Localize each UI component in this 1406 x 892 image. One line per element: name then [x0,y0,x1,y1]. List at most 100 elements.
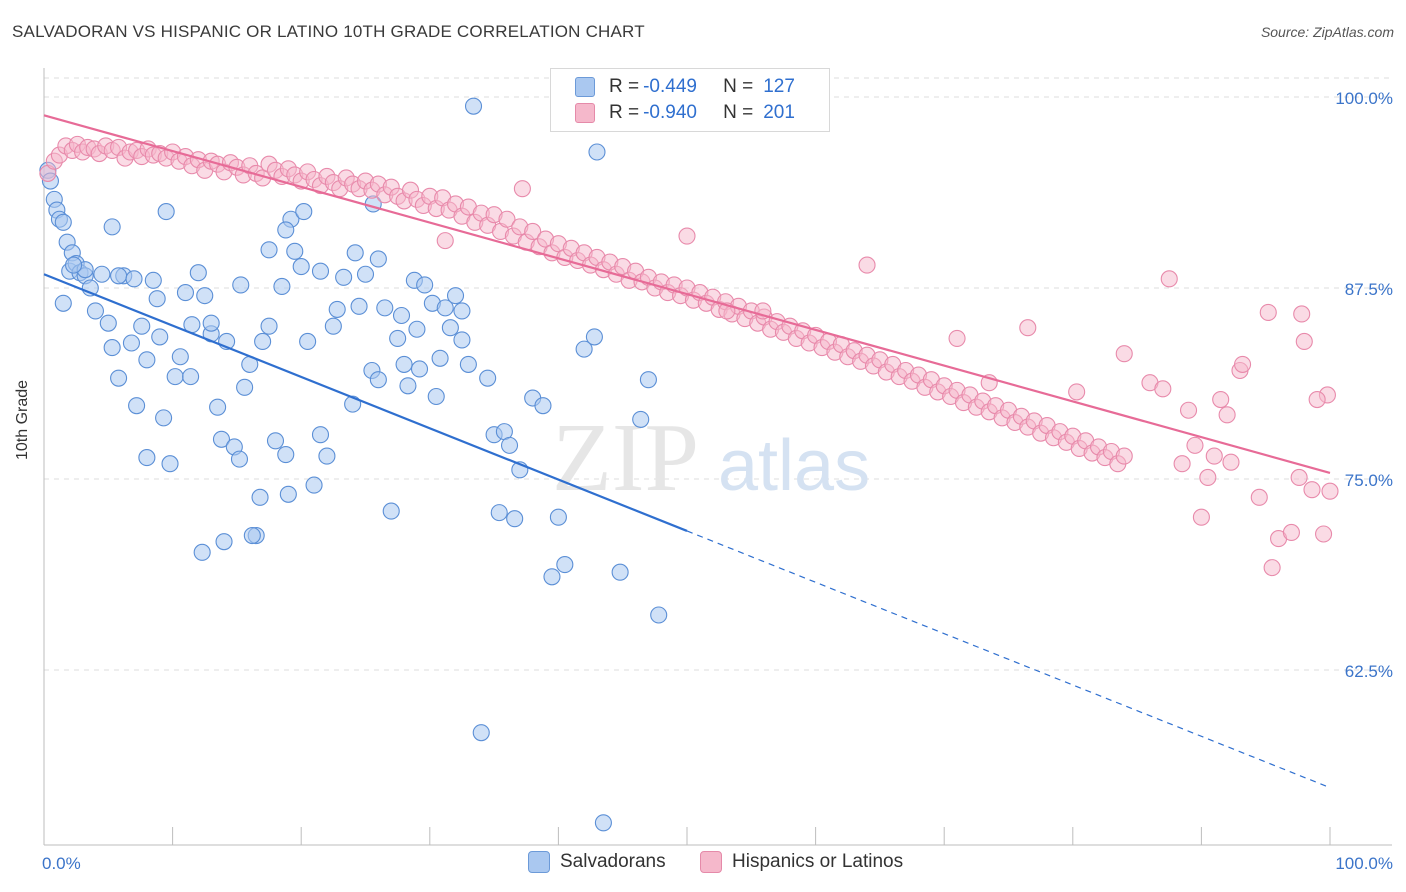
legend-n-label: N = [723,76,754,97]
point-salvadorans-111 [453,331,471,349]
point-hispanics-179 [1068,383,1086,401]
legend-row-salvadorans: R = -0.449 N = 127 [575,75,795,99]
point-salvadorans-117 [232,276,250,294]
axes [43,68,1392,846]
y-tick-label: 100.0% [1335,89,1393,108]
point-salvadorans-78 [472,724,490,742]
point-hispanics-175 [858,256,876,274]
point-salvadorans-43 [260,241,278,259]
point-salvadorans-105 [311,262,330,280]
point-hispanics-178 [1019,319,1037,337]
point-salvadorans-120 [588,143,606,161]
point-salvadorans-114 [157,203,175,221]
point-hispanics-195 [1321,482,1339,500]
point-salvadorans-101 [215,533,233,551]
legend-r-label: R = [609,102,640,123]
point-salvadorans-106 [346,244,364,262]
point-hispanics-205 [1186,436,1204,454]
point-salvadorans-19 [122,334,140,352]
point-hispanics-185 [1212,390,1230,409]
point-salvadorans-123 [110,267,128,285]
point-salvadorans-103 [277,221,295,239]
point-hispanics-194 [1315,525,1333,543]
point-hispanics-180 [1115,345,1133,363]
point-salvadorans-51 [305,476,323,494]
point-hispanics-200 [1259,303,1277,321]
legend-row-hispanics: R = -0.940 N = 201 [575,101,795,125]
series-salvadorans-points [39,97,668,832]
point-salvadorans-79 [479,369,497,387]
point-salvadorans-52 [311,426,330,444]
point-salvadorans-56 [335,268,353,286]
point-salvadorans-112 [279,485,297,503]
point-salvadorans-34 [209,398,227,416]
point-salvadorans-93 [611,563,629,581]
point-salvadorans-22 [138,449,156,467]
point-salvadorans-16 [103,339,121,357]
point-salvadorans-58 [350,297,368,315]
point-salvadorans-110 [427,387,445,406]
point-hispanics-176 [948,329,966,347]
point-salvadorans-83 [500,436,519,454]
point-hispanics-204 [1199,468,1217,487]
tick-labels: 100.0% 87.5% 75.0% 62.5% 0.0% 100.0% [42,89,1393,873]
legend-swatch-pink [575,103,595,123]
bottom-legend-label-salvadorans: Salvadorans [560,851,666,872]
point-salvadorans-91 [585,328,603,346]
point-hispanics-198 [1295,332,1313,351]
point-salvadorans-92 [594,814,612,832]
point-salvadorans-102 [243,526,261,545]
point-hispanics-191 [1282,523,1300,542]
bottom-legend-swatch-pink [700,851,722,873]
point-salvadorans-49 [292,258,310,276]
source-credit: Source: ZipAtlas.com [1260,24,1394,40]
point-salvadorans-20 [128,397,146,415]
point-salvadorans-66 [399,377,417,395]
point-salvadorans-68 [410,360,429,378]
legend-n-value: 127 [763,76,795,97]
point-salvadorans-38 [230,450,249,468]
point-salvadorans-89 [556,556,574,574]
bottom-legend-salvadorans: Salvadorans [528,851,666,873]
point-salvadorans-32 [196,287,214,305]
point-salvadorans-115 [182,368,200,386]
point-salvadorans-95 [639,371,657,389]
point-hispanics-169 [1115,447,1133,465]
point-salvadorans-17 [110,369,128,387]
point-salvadorans-125 [148,290,166,308]
point-salvadorans-122 [65,256,83,274]
point-salvadorans-48 [286,242,304,260]
point-salvadorans-107 [369,250,387,268]
y-tick-label: 87.5% [1345,280,1393,299]
point-salvadorans-61 [369,371,387,389]
point-salvadorans-73 [441,319,459,337]
point-salvadorans-116 [202,314,220,332]
point-hispanics-193 [1303,481,1321,499]
point-salvadorans-90 [575,340,593,358]
point-salvadorans-77 [464,97,483,115]
point-hispanics-184 [1192,508,1210,526]
watermark-atlas: atlas [718,426,870,506]
point-salvadorans-108 [392,306,411,325]
point-hispanics-172 [678,227,696,245]
point-salvadorans-46 [277,446,295,464]
point-hispanics-203 [1205,447,1223,465]
point-hispanics-207 [1154,380,1172,398]
point-salvadorans-45 [273,277,291,296]
legend-n-value: 201 [763,102,795,123]
legend-swatch-blue [575,77,595,97]
legend-r-value: -0.940 [643,102,697,123]
bottom-legend-swatch-blue [528,851,550,873]
point-salvadorans-64 [389,329,407,347]
trend-hispanics [43,114,1331,474]
y-axis-label: 10th Grade [14,379,31,460]
point-salvadorans-5 [54,213,72,231]
point-salvadorans-35 [212,430,231,448]
point-salvadorans-81 [490,504,508,522]
trend-lines [43,114,1331,789]
point-salvadorans-54 [324,317,342,335]
point-salvadorans-14 [93,265,111,283]
point-hispanics-202 [1218,406,1236,424]
point-hispanics-199 [1293,305,1311,323]
